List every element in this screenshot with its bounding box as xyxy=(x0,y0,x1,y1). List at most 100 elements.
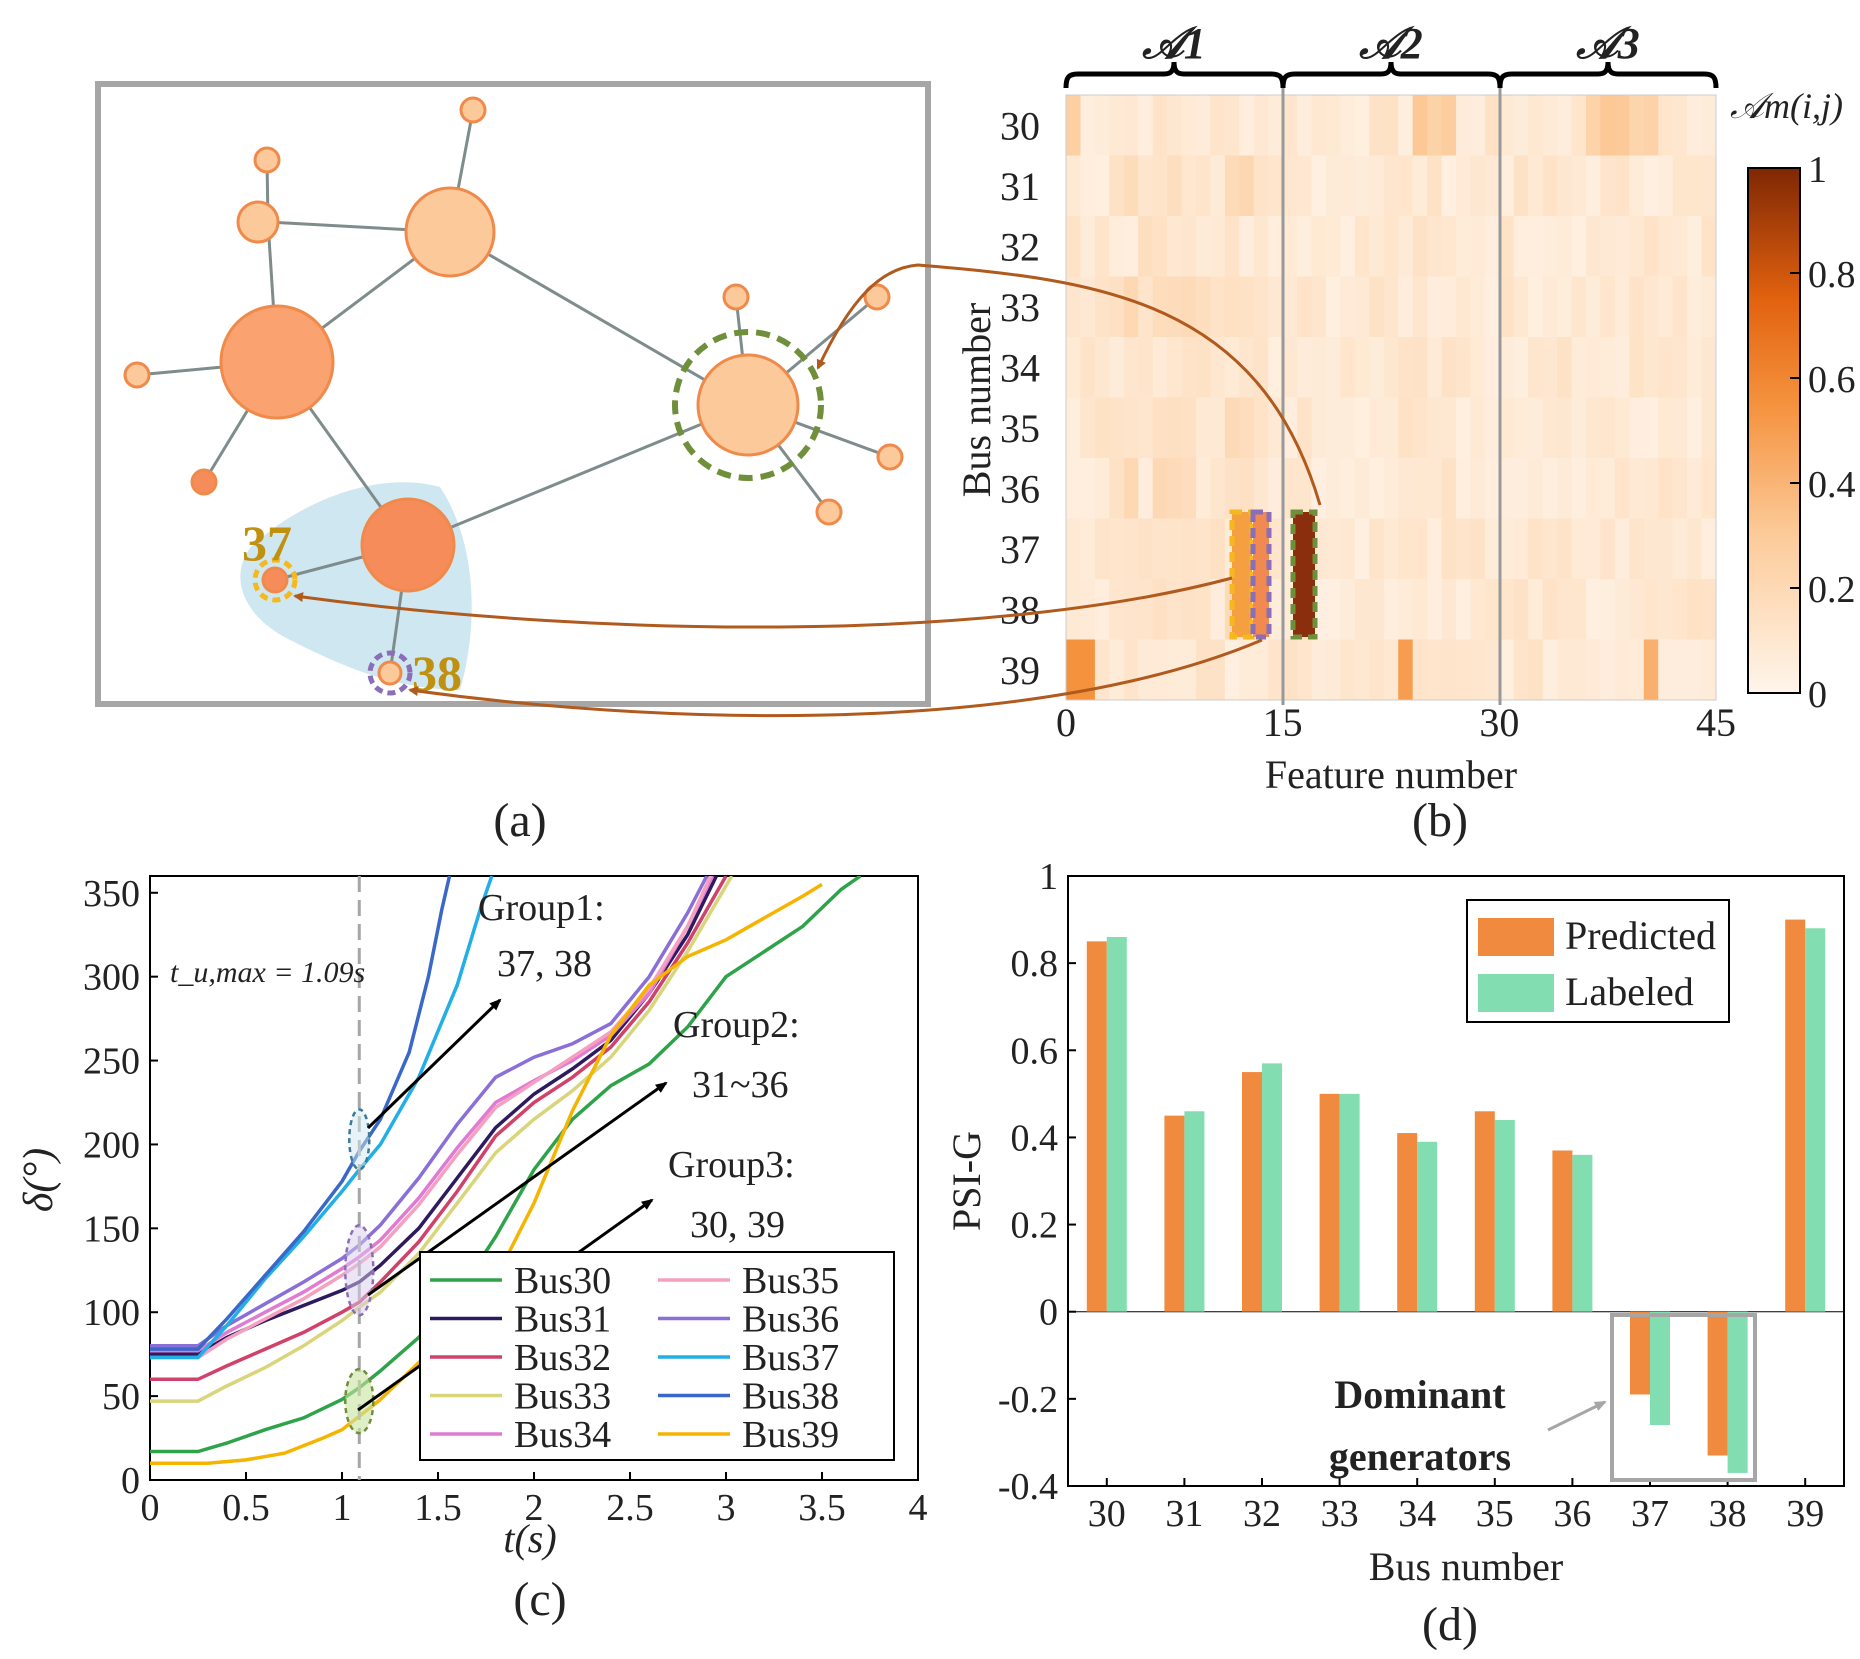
heatmap-cell xyxy=(1513,397,1529,459)
heatmap-cell xyxy=(1167,397,1183,459)
series-line-bus32 xyxy=(150,876,728,1382)
heatmap-cell xyxy=(1210,276,1226,338)
d-x-tick-label: 36 xyxy=(1553,1493,1591,1535)
heatmap-cell xyxy=(1484,276,1500,338)
heatmap-cell xyxy=(1441,518,1457,580)
heatmap-cell xyxy=(1369,276,1385,338)
heatmap-cell xyxy=(1398,397,1414,459)
heatmap-cell xyxy=(1181,579,1197,640)
panel-d-bar-chart: 30 31 32 33 34 35 36 37 38 39 1 0.8 0.6 0.4 0.2 0 -0.2 -0… xyxy=(944,856,1845,1651)
panel-a-frame xyxy=(95,81,931,707)
heatmap-cell xyxy=(1282,397,1298,459)
heatmap-cell xyxy=(1326,639,1341,701)
heatmap-cell xyxy=(1066,155,1081,217)
heatmap-cell xyxy=(1109,216,1125,277)
heatmap-cell xyxy=(1658,518,1674,580)
heatmap-cell xyxy=(1441,397,1457,459)
series-line-bus36 xyxy=(150,876,709,1348)
heatmap-cell xyxy=(1196,155,1211,217)
colorbar-tick-label: 0.8 xyxy=(1808,254,1856,296)
heatmap-cell xyxy=(1181,337,1197,398)
heatmap-cell xyxy=(1470,579,1486,640)
heatmap-cell xyxy=(1571,458,1587,519)
heatmap-cell xyxy=(1614,458,1630,519)
heatmap-cell xyxy=(1080,337,1096,398)
heatmap-cell xyxy=(1152,337,1168,398)
heatmap-cell xyxy=(1470,337,1486,398)
heatmap-cell xyxy=(1066,397,1081,459)
heatmap-cell xyxy=(1456,579,1471,640)
heatmap-cell xyxy=(1094,518,1110,580)
heatmap-cell xyxy=(1210,518,1226,580)
heatmap-cell xyxy=(1687,216,1703,277)
heatmap-cell xyxy=(1629,95,1645,156)
heatmap-cell xyxy=(1571,95,1587,156)
heatmap-cell xyxy=(1167,95,1183,156)
heatmap-cell xyxy=(1152,579,1168,640)
legend-label-bus39: Bus39 xyxy=(742,1414,839,1456)
node-small xyxy=(123,361,151,389)
heatmap-cell xyxy=(1600,397,1616,459)
heatmap-cell xyxy=(1196,579,1211,640)
d-y-tick-label: 0.8 xyxy=(1011,943,1059,985)
dominant-label-1: Dominant xyxy=(1334,1372,1506,1417)
heatmap-cell xyxy=(1239,337,1255,398)
heatmap-cell xyxy=(1340,579,1356,640)
heatmap-cell xyxy=(1528,337,1544,398)
heatmap-cell xyxy=(1340,337,1356,398)
heatmap-cell xyxy=(1586,639,1601,701)
heatmap-cell xyxy=(1369,397,1385,459)
heatmap-cell xyxy=(1513,518,1529,580)
heatmap-cell xyxy=(1311,458,1327,519)
ring-green xyxy=(672,329,824,481)
heatmap-cell xyxy=(1109,155,1125,217)
heatmap-cell xyxy=(1441,276,1457,338)
legend-label-labeled: Labeled xyxy=(1565,969,1694,1014)
dominant-arrow xyxy=(1547,1400,1607,1432)
series-line-bus38 xyxy=(150,876,452,1351)
heatmap-cell xyxy=(1672,155,1688,217)
heatmap-cell xyxy=(1427,518,1443,580)
bus-label-37: 37 xyxy=(242,515,292,571)
heatmap-cell xyxy=(1441,216,1457,277)
heatmap-cell xyxy=(1600,155,1616,217)
heatmap-cell xyxy=(1326,579,1341,640)
heatmap-cell xyxy=(1326,276,1341,338)
heatmap-cell xyxy=(1354,639,1370,701)
heatmap-cell xyxy=(1542,518,1558,580)
legend-label-bus32: Bus32 xyxy=(514,1337,611,1379)
heatmap-cell xyxy=(1369,639,1385,701)
heatmap-cell xyxy=(1326,155,1341,217)
heatmap-cell xyxy=(1658,95,1674,156)
heatmap-cell xyxy=(1297,95,1313,156)
node-small xyxy=(459,96,487,124)
heatmap-cell xyxy=(1427,579,1443,640)
heatmap-cell xyxy=(1571,276,1587,338)
heatmap-cell xyxy=(1658,155,1674,217)
heatmap-cell xyxy=(1210,155,1226,217)
legend-label-predicted: Predicted xyxy=(1565,913,1716,958)
heatmap-cell xyxy=(1152,458,1168,519)
heatmap-cell xyxy=(1484,639,1500,701)
heatmap-cell xyxy=(1210,216,1226,277)
heatmap-cell xyxy=(1268,579,1284,640)
heatmap-row-label: 35 xyxy=(1000,406,1040,451)
heatmap-cell xyxy=(1138,639,1154,701)
heatmap-cell xyxy=(1571,397,1587,459)
heatmap-cell xyxy=(1542,397,1558,459)
heatmap-cell xyxy=(1456,458,1471,519)
heatmap-cell xyxy=(1354,276,1370,338)
heatmap-cell xyxy=(1152,155,1168,217)
heatmap-cell xyxy=(1614,397,1630,459)
heatmap-cell xyxy=(1138,155,1154,217)
heatmap-cell xyxy=(1066,276,1081,338)
heatmap-cell xyxy=(1268,95,1284,156)
d-x-tick-label: 33 xyxy=(1321,1493,1359,1535)
heatmap-cell xyxy=(1427,216,1443,277)
heatmap-row-labels: 30 31 32 33 34 35 36 37 38 39 xyxy=(1000,103,1040,693)
group3-ellipse xyxy=(344,1367,375,1435)
heatmap-cell xyxy=(1152,216,1168,277)
bar-predicted-34 xyxy=(1397,1133,1418,1312)
heatmap-cell xyxy=(1282,276,1298,338)
node-large xyxy=(219,304,335,420)
